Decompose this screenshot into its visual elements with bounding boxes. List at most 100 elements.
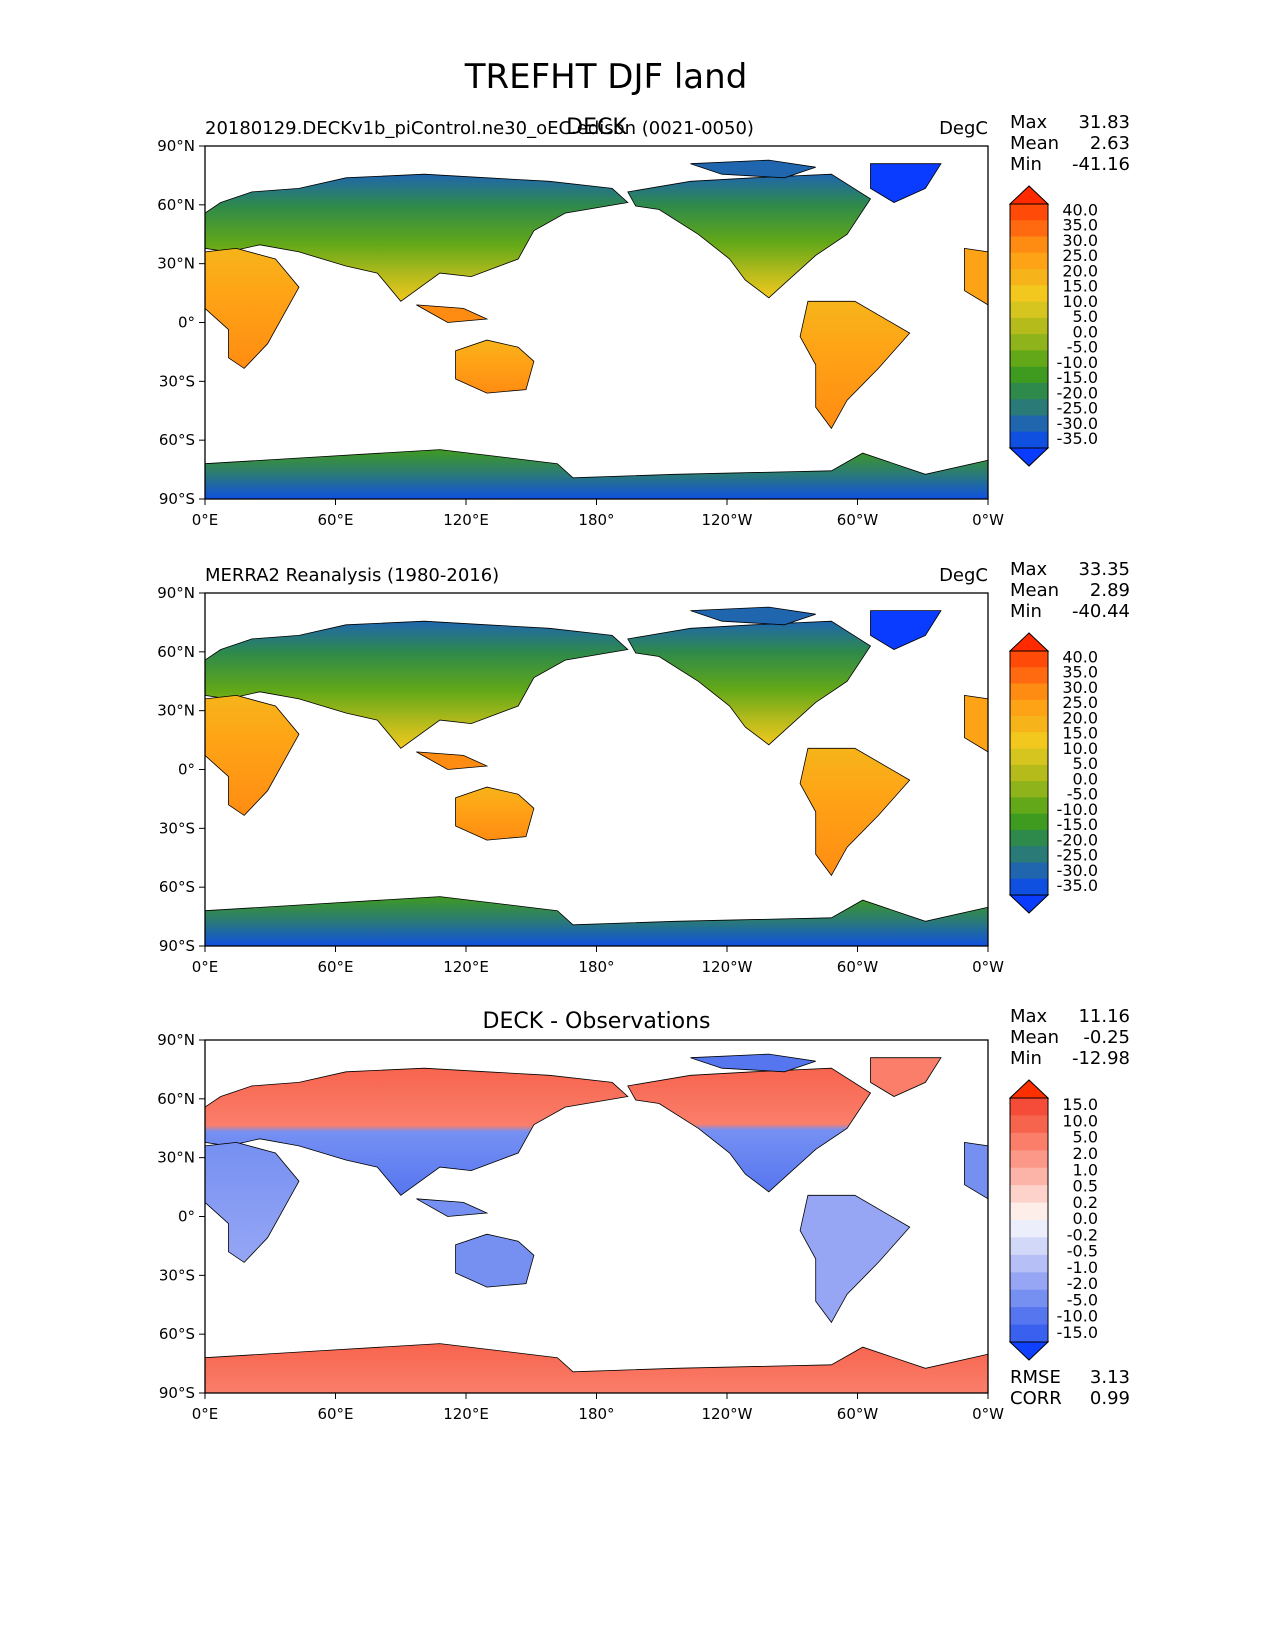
colorbar-segment: [1010, 204, 1048, 221]
colorbar-segment: [1010, 382, 1048, 400]
stat-value-mean: 2.63: [1090, 133, 1130, 154]
colorbar-label: 10.0: [1062, 739, 1098, 758]
land-eurasia: [204, 1067, 629, 1196]
colorbar-segment: [1010, 651, 1048, 668]
lon-tick-label: 120°E: [443, 1405, 489, 1423]
lat-tick-label: 90°N: [157, 1031, 195, 1049]
stat-label-mean: Mean: [1010, 133, 1059, 154]
lat-tick-label: 90°N: [157, 584, 195, 602]
colorbar-segment: [1010, 878, 1048, 896]
colorbar-segment: [1010, 1237, 1048, 1256]
lat-tick-label: 30°N: [157, 702, 195, 720]
colorbar-label: 5.0: [1073, 307, 1098, 326]
colorbar-label: -0.5: [1067, 1242, 1098, 1261]
colorbar-segment: [1010, 732, 1048, 750]
colorbar-extend-max: [1008, 1079, 1050, 1099]
lat-tick-label: 90°N: [157, 137, 195, 155]
colorbar-segment: [1010, 829, 1048, 847]
colorbar-label: -25.0: [1057, 399, 1098, 418]
colorbar-label: -20.0: [1057, 830, 1098, 849]
colorbar-segment: [1010, 236, 1048, 254]
lon-tick-label: 60°E: [317, 1405, 353, 1423]
lon-tick-label: 180°: [578, 511, 614, 529]
land-greenland: [870, 610, 942, 650]
colorbar-label: 40.0: [1062, 647, 1098, 666]
colorbar-segment: [1010, 301, 1048, 319]
land-australia: [455, 786, 535, 841]
colorbar-label: 2.0: [1073, 1144, 1098, 1163]
colorbar-label: -5.0: [1067, 785, 1098, 804]
lon-tick-label: 60°E: [317, 958, 353, 976]
figure-title: TREFHT DJF land: [464, 57, 748, 97]
lat-tick-label: 90°S: [159, 1384, 195, 1402]
stat-label-min: Min: [1010, 601, 1042, 622]
lat-tick-label: 30°N: [157, 255, 195, 273]
colorbar-label: 20.0: [1062, 261, 1098, 280]
lon-tick-label: 120°E: [443, 958, 489, 976]
land-greenland: [870, 1057, 942, 1097]
colorbar-segment: [1010, 366, 1048, 384]
lat-tick-label: 30°N: [157, 1149, 195, 1167]
colorbar-segment: [1010, 1098, 1048, 1116]
panel-left-title: 20180129.DECKv1b_piControl.ne30_oEC.edis…: [205, 118, 754, 139]
stat-label-mean: Mean: [1010, 580, 1059, 601]
lon-tick-label: 60°W: [837, 1405, 879, 1423]
colorbar-segment: [1010, 667, 1048, 685]
stat-label-min: Min: [1010, 1048, 1042, 1069]
colorbar-segment: [1010, 285, 1048, 303]
stat-value-mean: -0.25: [1083, 1027, 1130, 1048]
lat-tick-label: 60°S: [159, 1325, 195, 1343]
colorbar-label: 5.0: [1073, 754, 1098, 773]
colorbar-segment: [1010, 1185, 1048, 1204]
lat-tick-label: 60°S: [159, 431, 195, 449]
colorbar-label: -10.0: [1057, 800, 1098, 819]
lon-tick-label: 120°W: [702, 511, 753, 529]
footer-stat-value-corr: 0.99: [1090, 1388, 1130, 1409]
colorbar-segment: [1010, 334, 1048, 351]
colorbar-label: -10.0: [1057, 1307, 1098, 1326]
colorbar-segment: [1010, 1307, 1048, 1326]
lon-tick-label: 60°W: [837, 958, 879, 976]
colorbar-label: 25.0: [1062, 246, 1098, 265]
colorbar-label: -2.0: [1067, 1274, 1098, 1293]
land-eurasia: [204, 173, 629, 302]
land-arctic_isl: [690, 159, 816, 179]
colorbar-frame: [1009, 1097, 1049, 1343]
panel-center-title: DECK: [566, 115, 627, 140]
colorbar-label: 0.2: [1073, 1193, 1098, 1212]
colorbar-extend-max: [1008, 632, 1050, 652]
colorbar-label: -15.0: [1057, 815, 1098, 834]
colorbar-label: 30.0: [1062, 231, 1098, 250]
stat-label-max: Max: [1010, 1006, 1048, 1027]
colorbar-segment: [1010, 862, 1048, 880]
colorbar-label: -20.0: [1057, 383, 1098, 402]
lat-tick-label: 60°S: [159, 878, 195, 896]
land-samerica: [799, 300, 911, 430]
colorbar-label: -5.0: [1067, 338, 1098, 357]
colorbar-label: 0.0: [1073, 769, 1098, 788]
colorbar-extend-max: [1008, 185, 1050, 205]
lon-tick-label: 60°E: [317, 511, 353, 529]
lat-tick-label: 0°: [178, 761, 195, 779]
colorbar-segment: [1010, 415, 1048, 433]
colorbar-segment: [1010, 764, 1048, 782]
lat-tick-label: 90°S: [159, 937, 195, 955]
colorbar-segment: [1010, 220, 1048, 238]
colorbar-label: 20.0: [1062, 708, 1098, 727]
colorbar-segment: [1010, 350, 1048, 368]
lat-tick-label: 30°S: [159, 819, 195, 837]
colorbar-label: 35.0: [1062, 216, 1098, 235]
colorbar-label: 15.0: [1062, 277, 1098, 296]
colorbar-segment: [1010, 1202, 1048, 1221]
stat-value-mean: 2.89: [1090, 580, 1130, 601]
footer-stat-label-rmse: RMSE: [1010, 1367, 1061, 1388]
lon-tick-label: 120°W: [702, 958, 753, 976]
lon-tick-label: 180°: [578, 958, 614, 976]
colorbar-label: -30.0: [1057, 414, 1098, 433]
stat-value-max: 31.83: [1078, 112, 1130, 133]
colorbar-label: -35.0: [1057, 876, 1098, 895]
colorbar-label: -0.2: [1067, 1225, 1098, 1244]
colorbar-label: 35.0: [1062, 663, 1098, 682]
colorbar-label: -5.0: [1067, 1290, 1098, 1309]
colorbar-label: 15.0: [1062, 724, 1098, 743]
